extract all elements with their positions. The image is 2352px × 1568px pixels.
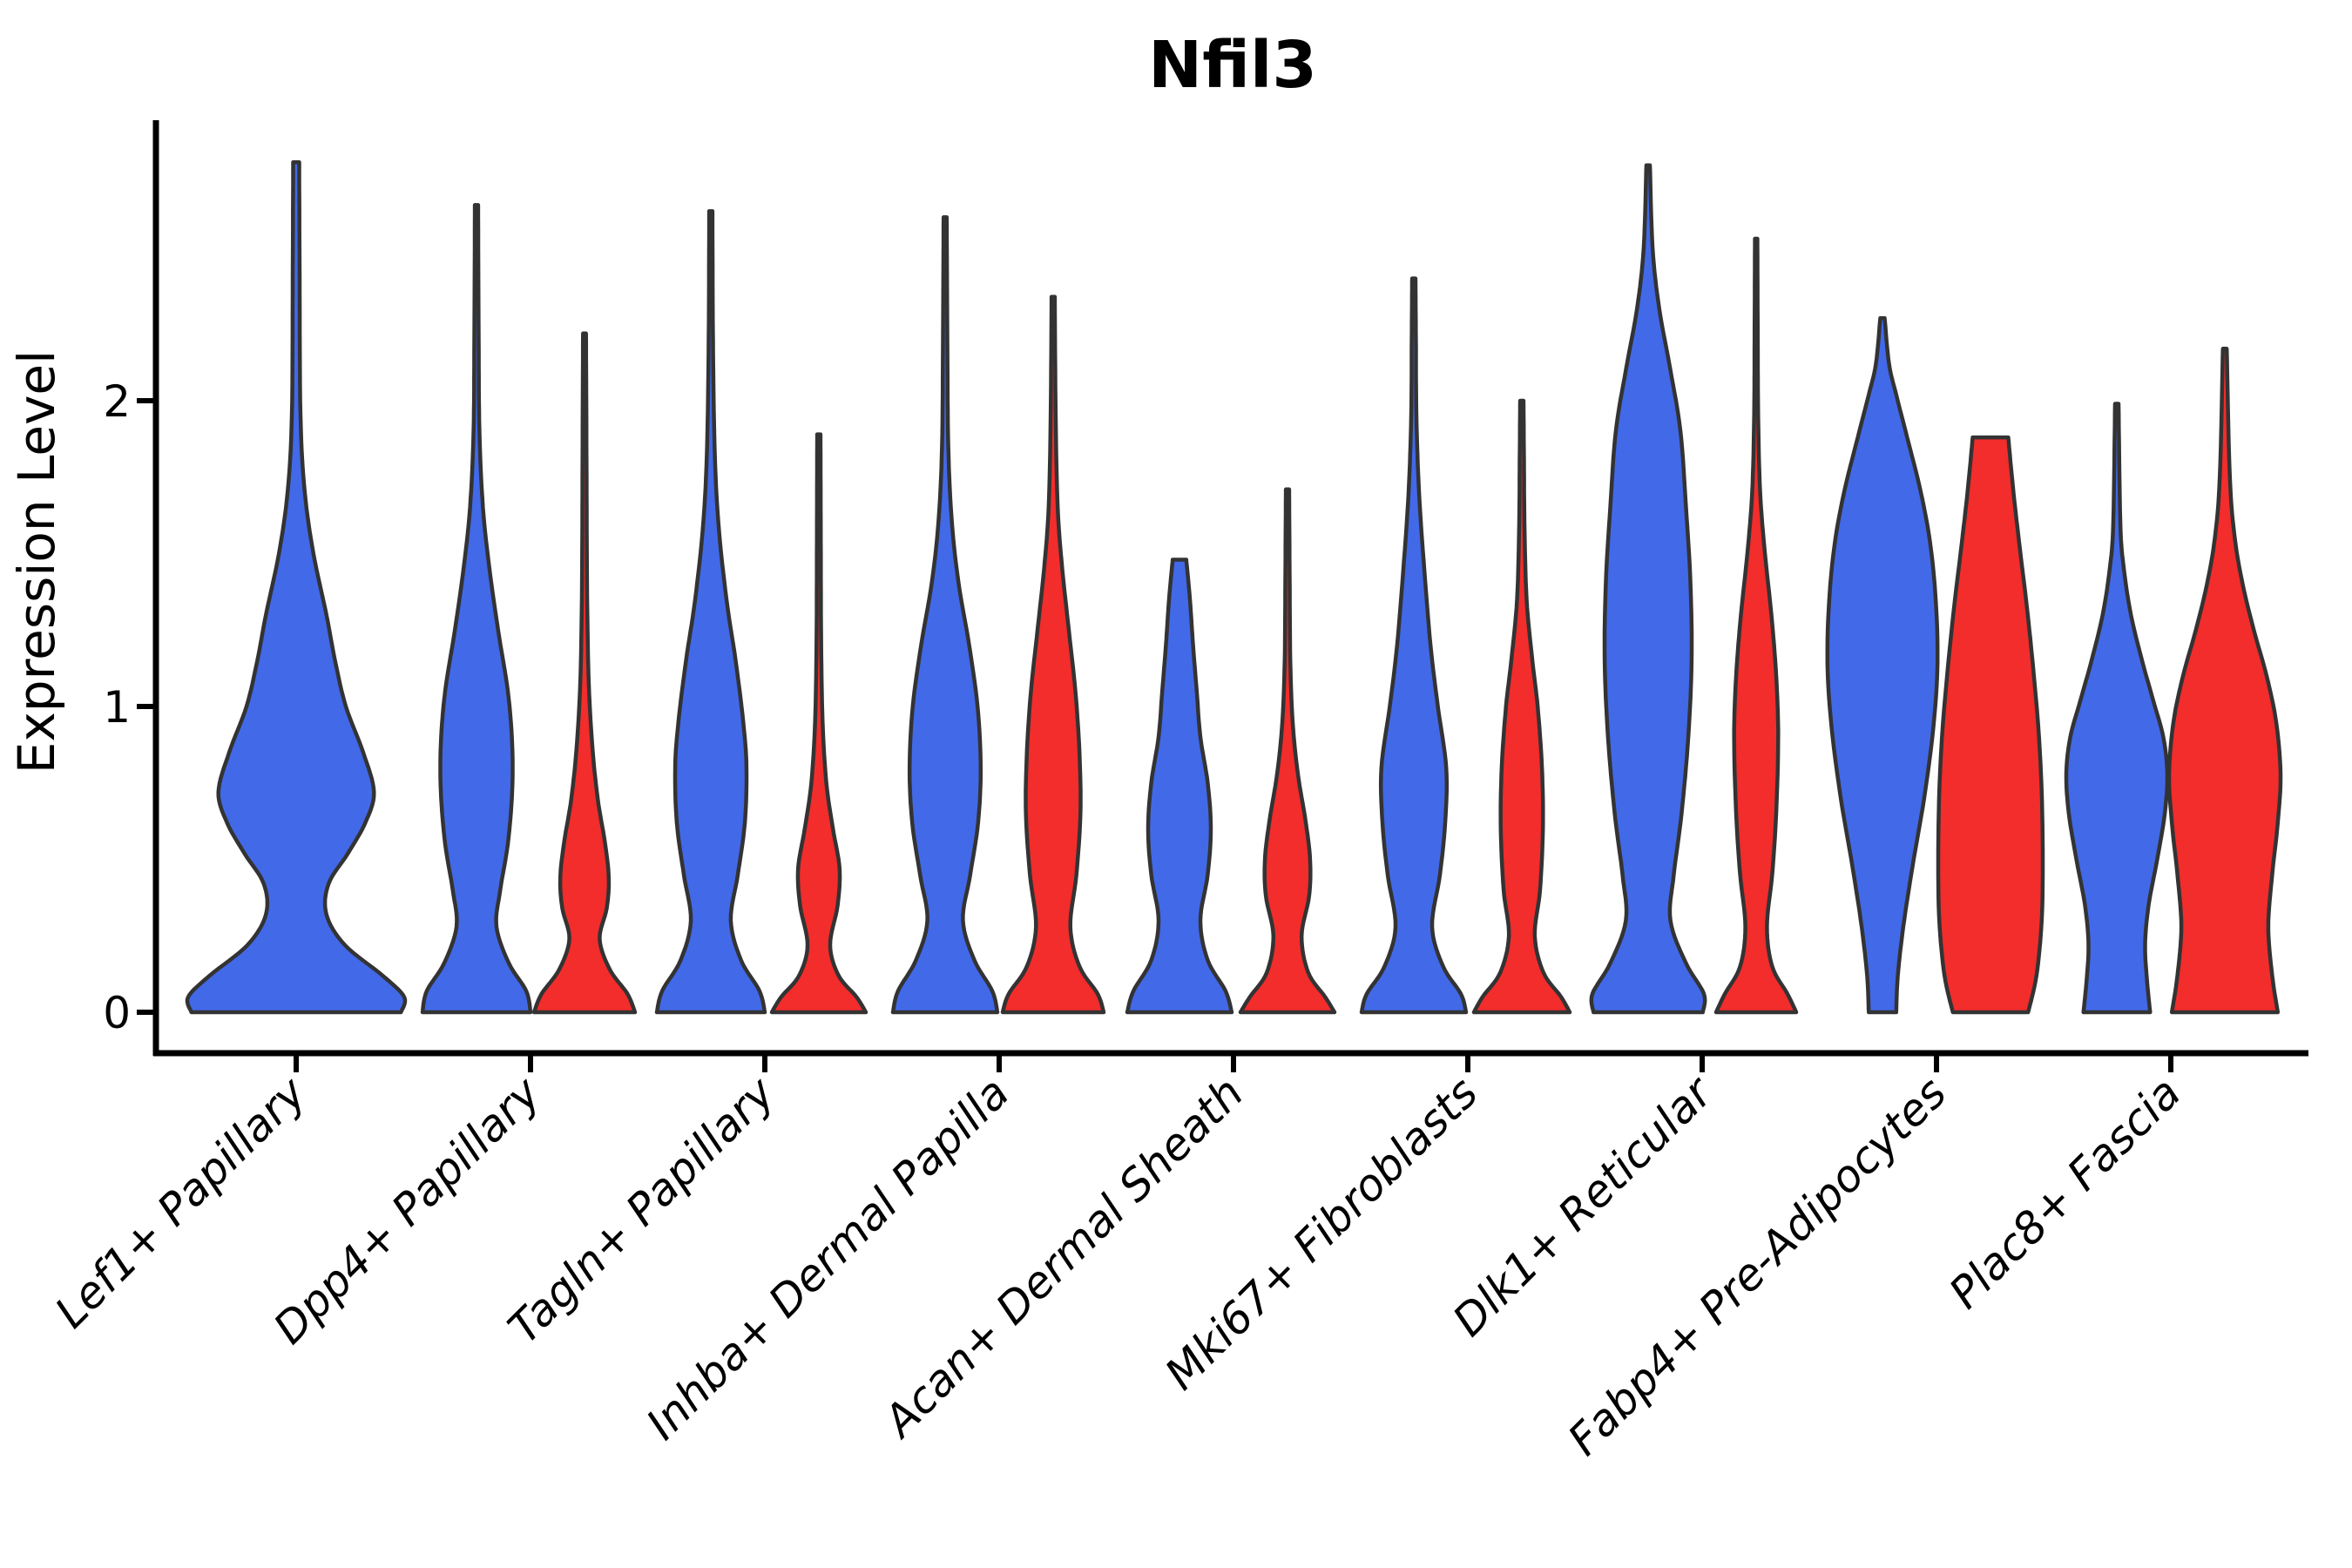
axes-group (137, 120, 2308, 1072)
y-tick-label-0: 0 (103, 988, 131, 1038)
violin-fabp4-pre-adipocytes-blue (1825, 315, 1940, 1015)
violin-dlk1-reticular-blue (1589, 163, 1707, 1015)
violin-dpp4-papillary-blue (420, 203, 533, 1015)
x-tick-label-dlk1-reticular: Dlk1+ Reticular (1443, 1065, 1724, 1346)
y-axis-label: Expression Level (7, 350, 66, 774)
x-tick-label-plac8-fascia: Plac8+ Fascia (1940, 1067, 2191, 1318)
violin-fabp4-pre-adipocytes-red (1936, 435, 2045, 1015)
violin-mki67-fibroblasts-red (1471, 398, 1572, 1015)
violin-acan-dermal-sheath-blue (1125, 558, 1234, 1015)
violin-dpp4-papillary-red (531, 331, 638, 1015)
violins-group (185, 159, 2283, 1015)
violin-tagln-papillary-blue (654, 209, 767, 1015)
y-tick-label-1: 1 (103, 682, 131, 733)
x-tick-label-fabp4-pre-adipocytes: Fabp4+ Pre-Adipocytes (1558, 1067, 1957, 1465)
violin-plac8-fascia-blue (2064, 402, 2170, 1015)
plot-title: Nfil3 (1148, 28, 1317, 103)
y-tick-label-2: 2 (103, 376, 131, 427)
violin-lef1-papillary-blue (185, 159, 408, 1015)
violin-dlk1-reticular-red (1713, 236, 1799, 1015)
violin-plac8-fascia-red (2166, 347, 2283, 1015)
violin-mki67-fibroblasts-blue (1359, 276, 1469, 1015)
violin-tagln-papillary-red (769, 432, 868, 1015)
x-tick-label-lef1-papillary: Lef1+ Papillary (45, 1066, 316, 1337)
violin-inhba-dermal-papilla-red (1000, 294, 1106, 1015)
violin-inhba-dermal-papilla-blue (890, 215, 1000, 1015)
violin-acan-dermal-sheath-red (1238, 487, 1337, 1015)
